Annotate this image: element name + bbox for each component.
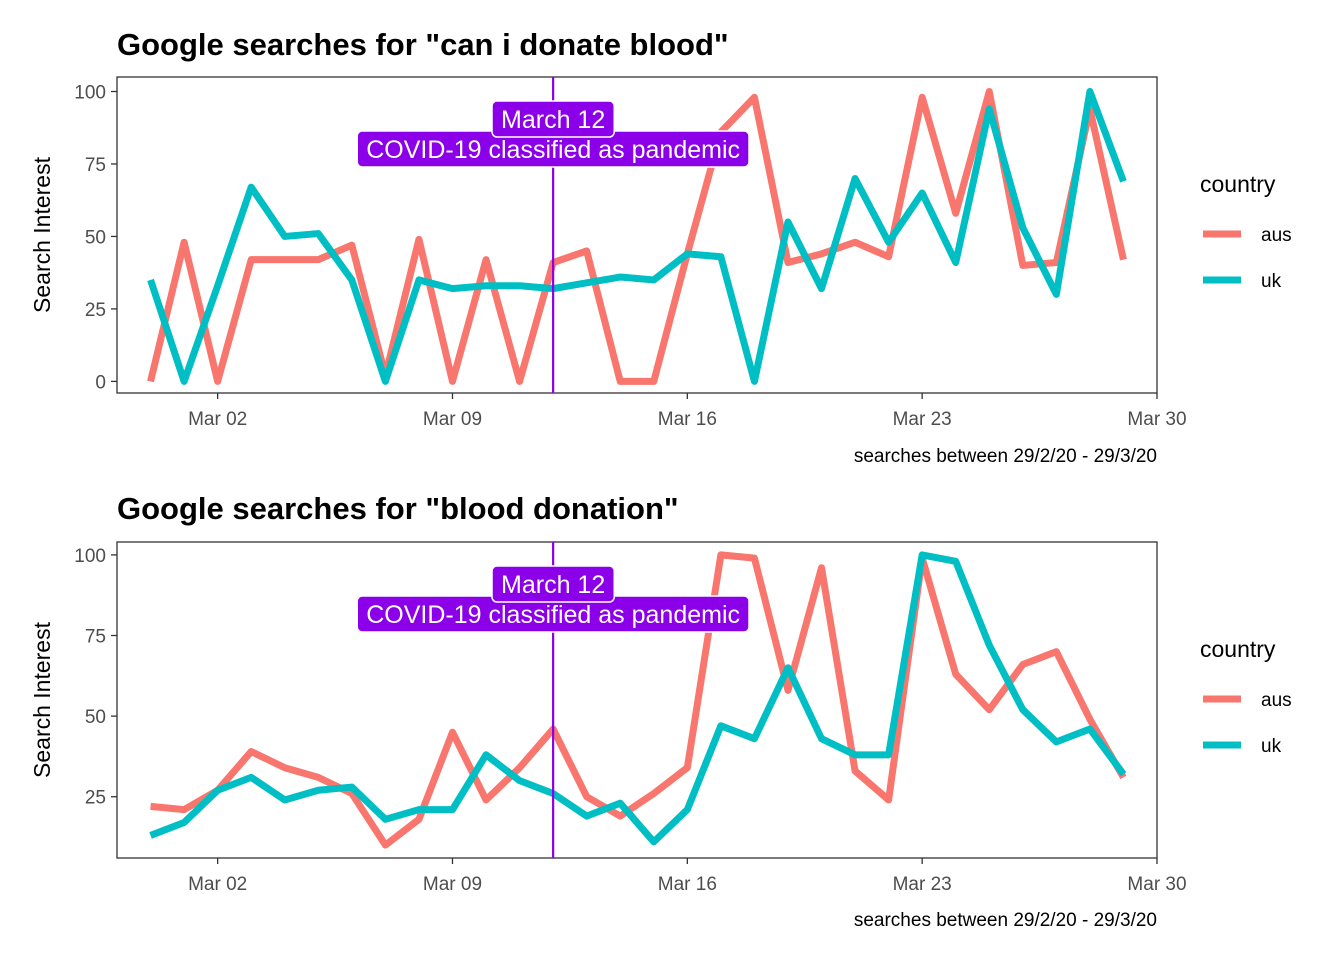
- annotation-label-date-box: [491, 565, 615, 603]
- x-tick-label: Mar 30: [1127, 409, 1186, 430]
- x-tick-label: Mar 09: [423, 409, 482, 430]
- x-tick-label: Mar 02: [188, 874, 247, 895]
- y-tick-label: 50: [85, 707, 106, 728]
- y-tick-label: 25: [85, 300, 106, 321]
- legend-title: country: [1200, 636, 1276, 662]
- series-line-aus: [150, 551, 1127, 849]
- annotation-label-date-box: [491, 100, 615, 138]
- y-tick-label: 75: [85, 627, 106, 648]
- legend-label-uk: uk: [1261, 736, 1282, 757]
- series-line-uk: [147, 88, 1127, 385]
- annotation-label-event: COVID-19 classified as pandemic: [356, 130, 750, 168]
- chart-title: Google searches for "blood donation": [117, 491, 679, 526]
- legend-label-uk: uk: [1261, 271, 1282, 292]
- annotation-label-event-text: COVID-19 classified as pandemic: [366, 136, 740, 164]
- legend: country aus uk: [1200, 636, 1292, 757]
- chart-caption: searches between 29/2/20 - 29/3/20: [854, 446, 1157, 467]
- y-axis-title: Search Interest: [29, 156, 55, 313]
- series-line-uk: [149, 551, 1127, 846]
- annotation-label-date: March 12: [491, 565, 615, 603]
- chart-panel-can-i-donate-blood: Google searches for "can i donate blood"…: [29, 27, 1292, 467]
- chart-caption: searches between 29/2/20 - 29/3/20: [854, 910, 1157, 931]
- annotation-label-date-text: March 12: [501, 106, 605, 134]
- legend-label-aus: aus: [1261, 690, 1292, 711]
- x-tick-label: Mar 02: [188, 409, 247, 430]
- y-tick-label: 50: [85, 227, 106, 248]
- x-tick-label: Mar 23: [893, 874, 952, 895]
- annotation-label-event-text: COVID-19 classified as pandemic: [366, 601, 740, 629]
- x-tick-label: Mar 30: [1127, 874, 1186, 895]
- y-tick-label: 0: [95, 372, 106, 393]
- y-axis-title: Search Interest: [29, 621, 55, 778]
- x-tick-label: Mar 16: [658, 409, 717, 430]
- legend-title: country: [1200, 171, 1276, 197]
- annotation-label-date-text: March 12: [501, 571, 605, 599]
- x-tick-label: Mar 16: [658, 874, 717, 895]
- series-line-aus: [147, 88, 1127, 385]
- legend-label-aus: aus: [1261, 225, 1292, 246]
- plot-panel-border: [116, 76, 1158, 394]
- y-tick-label: 100: [74, 546, 106, 567]
- annotation-label-date: March 12: [491, 100, 615, 138]
- annotation-label-event: COVID-19 classified as pandemic: [356, 595, 750, 633]
- y-tick-label: 100: [74, 82, 106, 103]
- chart-title: Google searches for "can i donate blood": [117, 27, 729, 62]
- x-tick-label: Mar 09: [423, 874, 482, 895]
- y-tick-label: 75: [85, 155, 106, 176]
- y-tick-label: 25: [85, 788, 106, 809]
- x-tick-label: Mar 23: [893, 409, 952, 430]
- legend: country aus uk: [1200, 171, 1292, 292]
- plot-panel-border: [116, 541, 1158, 859]
- chart-panel-blood-donation: Google searches for "blood donation" 25 5…: [29, 491, 1292, 931]
